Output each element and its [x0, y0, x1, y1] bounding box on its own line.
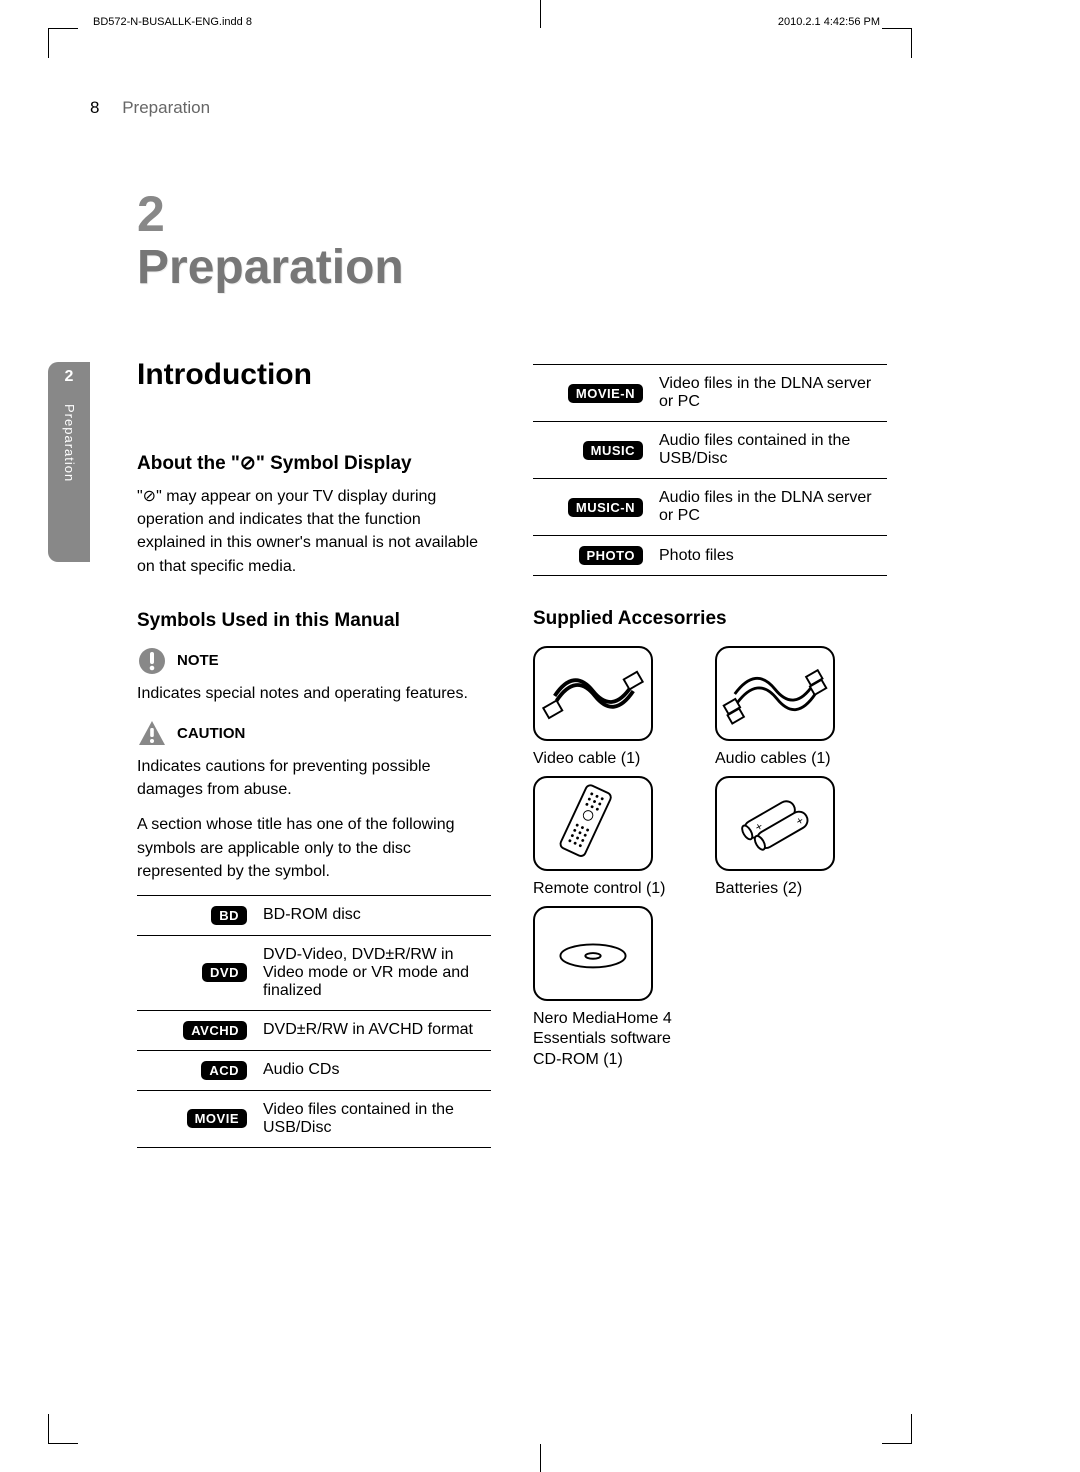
tab-number: 2	[48, 362, 90, 386]
right-column: MOVIE-NVideo files in the DLNA server or…	[533, 358, 887, 1148]
caution-label: CAUTION	[177, 725, 245, 742]
section-title: Introduction	[137, 358, 491, 392]
cdrom-icon	[533, 906, 653, 1001]
table-row: DVDDVD-Video, DVD±R/RW in Video mode or …	[137, 935, 491, 1010]
acc-batteries: + + Batteries (2)	[715, 776, 875, 900]
footer-file: BD572-N-BUSALLK-ENG.indd 8	[93, 16, 252, 28]
crop-mark	[882, 1414, 912, 1444]
table-row: AVCHDDVD±R/RW in AVCHD format	[137, 1010, 491, 1050]
crop-mark	[540, 1444, 541, 1472]
symbol-table-1: BDBD-ROM disc DVDDVD-Video, DVD±R/RW in …	[137, 895, 491, 1148]
table-row: MOVIE-NVideo files in the DLNA server or…	[533, 365, 887, 422]
badge-bd: BD	[211, 906, 247, 925]
disc-intro: A section whose title has one of the fol…	[137, 813, 491, 883]
table-row: BDBD-ROM disc	[137, 895, 491, 935]
table-row: PHOTOPhoto files	[533, 536, 887, 576]
chapter-title: Preparation	[137, 240, 404, 295]
page-footer: BD572-N-BUSALLK-ENG.indd 8 2010.2.1 4:42…	[93, 16, 880, 28]
acc-video-cable: Video cable (1)	[533, 646, 693, 770]
acc-cdrom: Nero MediaHome 4 Essentials software CD-…	[533, 906, 693, 1071]
note-icon	[137, 646, 167, 676]
batteries-icon: + +	[715, 776, 835, 871]
table-row: MUSIC-NAudio files in the DLNA server or…	[533, 479, 887, 536]
acc-remote: Remote control (1)	[533, 776, 693, 900]
note-body: Indicates special notes and operating fe…	[137, 682, 491, 705]
remote-icon	[533, 776, 653, 871]
acc-audio-cables: Audio cables (1)	[715, 646, 875, 770]
note-label: NOTE	[177, 652, 219, 669]
badge-music-n: MUSIC-N	[568, 498, 643, 517]
accessories-grid: Video cable (1) Audio cables (1)	[533, 646, 887, 1071]
badge-acd: ACD	[201, 1061, 247, 1080]
badge-movie-n: MOVIE-N	[568, 384, 643, 403]
symbol-table-2: MOVIE-NVideo files in the DLNA server or…	[533, 364, 887, 576]
accessories-heading: Supplied Accesorries	[533, 608, 887, 630]
running-header: 8 Preparation	[90, 98, 210, 118]
side-tab: 2 Preparation	[48, 362, 90, 562]
badge-avchd: AVCHD	[183, 1021, 247, 1040]
tab-label: Preparation	[48, 386, 77, 482]
badge-movie: MOVIE	[187, 1109, 247, 1128]
caution-body: Indicates cautions for preventing possib…	[137, 755, 491, 801]
left-column: Introduction About the "⊘" Symbol Displa…	[137, 358, 491, 1148]
table-row: ACDAudio CDs	[137, 1050, 491, 1090]
badge-photo: PHOTO	[579, 546, 644, 565]
caution-icon	[137, 719, 167, 749]
page-number: 8	[90, 98, 99, 117]
section-name: Preparation	[122, 98, 210, 117]
video-cable-icon	[533, 646, 653, 741]
about-heading: About the "⊘" Symbol Display	[137, 452, 491, 475]
badge-music: MUSIC	[583, 441, 643, 460]
table-row: MOVIEVideo files contained in the USB/Di…	[137, 1090, 491, 1147]
table-row: MUSICAudio files contained in the USB/Di…	[533, 422, 887, 479]
badge-dvd: DVD	[202, 963, 247, 982]
about-body: "⊘" may appear on your TV display during…	[137, 485, 491, 578]
chapter-number: 2	[137, 185, 165, 243]
symbols-heading: Symbols Used in this Manual	[137, 610, 491, 632]
audio-cables-icon	[715, 646, 835, 741]
crop-mark	[48, 1414, 78, 1444]
footer-timestamp: 2010.2.1 4:42:56 PM	[778, 16, 880, 28]
